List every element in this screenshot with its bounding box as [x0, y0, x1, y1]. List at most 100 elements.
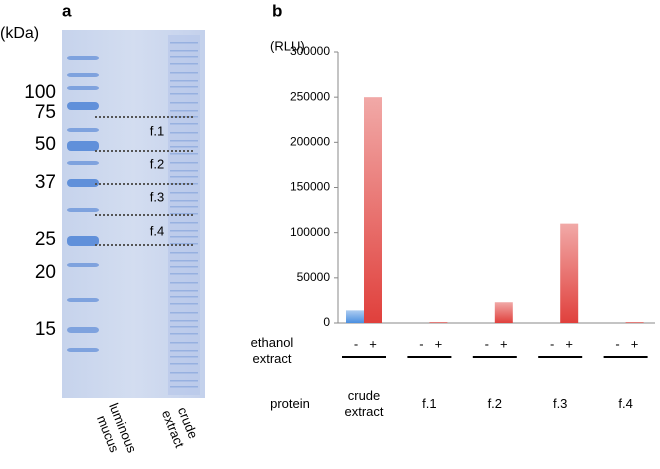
- marker-band: [67, 236, 99, 246]
- bar: [346, 310, 364, 323]
- bar: [625, 322, 644, 323]
- y-tick-label: 0: [323, 315, 330, 329]
- y-tick-label: 150000: [290, 180, 330, 194]
- extract-band: [170, 230, 198, 232]
- marker-label: 75: [35, 102, 56, 123]
- marker-band: [67, 56, 99, 60]
- y-tick-label: 200000: [290, 135, 330, 149]
- panel-label: a: [62, 1, 72, 20]
- fraction-label: f.2: [150, 156, 164, 171]
- marker-band: [67, 102, 99, 110]
- bar: [429, 322, 448, 323]
- extract-band: [170, 236, 198, 238]
- extract-band: [170, 333, 198, 335]
- extract-band: [170, 42, 198, 44]
- extract-band: [170, 213, 198, 215]
- y-tick-label: 100000: [290, 225, 330, 239]
- extract-band: [170, 363, 198, 365]
- extract-band: [170, 192, 198, 194]
- extract-band: [170, 266, 198, 268]
- extract-band: [170, 320, 198, 322]
- marker-band: [67, 73, 99, 77]
- series-sign: -: [615, 336, 619, 351]
- x-tick-label: f.2: [487, 396, 503, 411]
- fraction-label: f.4: [150, 223, 164, 238]
- x-tick-label: crude extract: [344, 388, 384, 419]
- extract-band: [170, 350, 198, 352]
- extract-band: [170, 206, 198, 208]
- extract-band: [170, 200, 198, 202]
- series-sign: -: [354, 336, 358, 351]
- series-sign: -: [550, 336, 554, 351]
- bar: [364, 97, 382, 324]
- extract-band: [170, 386, 198, 388]
- x-tick-label: f.4: [618, 396, 633, 411]
- series-sign: +: [565, 336, 573, 351]
- extract-band: [170, 162, 198, 164]
- extract-band: [170, 303, 198, 305]
- series-sign: +: [631, 336, 639, 351]
- extract-band: [170, 296, 198, 298]
- y-tick-label: 250000: [290, 89, 330, 103]
- extract-band: [170, 282, 198, 284]
- extract-band: [170, 260, 198, 262]
- extract-band: [170, 110, 198, 112]
- row-label: protein: [270, 396, 310, 411]
- extract-band: [170, 290, 198, 292]
- extract-band: [170, 123, 198, 125]
- unit-label: (kDa): [0, 25, 39, 42]
- series-sign: +: [500, 336, 508, 351]
- row-label: ethanol extract: [250, 335, 294, 366]
- x-tick-label: f.3: [552, 396, 568, 411]
- fraction-label: f.1: [150, 123, 164, 138]
- extract-band: [170, 140, 198, 142]
- x-tick-label: f.1: [422, 396, 437, 411]
- marker-band: [67, 86, 99, 90]
- extract-band: [170, 356, 198, 358]
- marker-band: [67, 208, 99, 212]
- series-sign: -: [485, 336, 489, 351]
- extract-band: [170, 252, 198, 254]
- marker-band: [67, 348, 99, 352]
- extract-band: [170, 56, 198, 58]
- extract-band: [170, 132, 198, 134]
- extract-band: [170, 176, 198, 178]
- marker-label: 37: [35, 172, 56, 193]
- extract-band: [170, 222, 198, 224]
- extract-band: [170, 372, 198, 374]
- extract-band: [170, 86, 198, 88]
- marker-band: [67, 161, 99, 165]
- series-sign: +: [435, 336, 443, 351]
- series-sign: +: [369, 336, 377, 351]
- extract-band: [170, 153, 198, 155]
- extract-band: [170, 63, 198, 65]
- extract-band: [170, 93, 198, 95]
- marker-label: 25: [35, 229, 56, 250]
- extract-band: [170, 312, 198, 314]
- extract-band: [170, 50, 198, 52]
- y-tick-label: 300000: [290, 44, 330, 58]
- bar: [560, 223, 579, 323]
- extract-band: [170, 243, 198, 245]
- extract-band: [170, 380, 198, 382]
- marker-band: [67, 179, 99, 187]
- marker-band: [67, 298, 99, 302]
- marker-label: 20: [35, 262, 56, 283]
- y-unit: (RLU): [270, 38, 305, 53]
- extract-band: [170, 170, 198, 172]
- panel-label: b: [272, 1, 282, 20]
- marker-band: [67, 141, 99, 151]
- marker-label: 15: [35, 319, 56, 340]
- extract-band: [170, 146, 198, 148]
- marker-band: [67, 327, 99, 333]
- fraction-label: f.3: [150, 189, 164, 204]
- extract-band: [170, 342, 198, 344]
- marker-band: [67, 263, 99, 267]
- marker-label: 100: [24, 82, 56, 103]
- extract-band: [170, 326, 198, 328]
- bar: [494, 302, 513, 323]
- extract-band: [170, 80, 198, 82]
- extract-band: [170, 72, 198, 74]
